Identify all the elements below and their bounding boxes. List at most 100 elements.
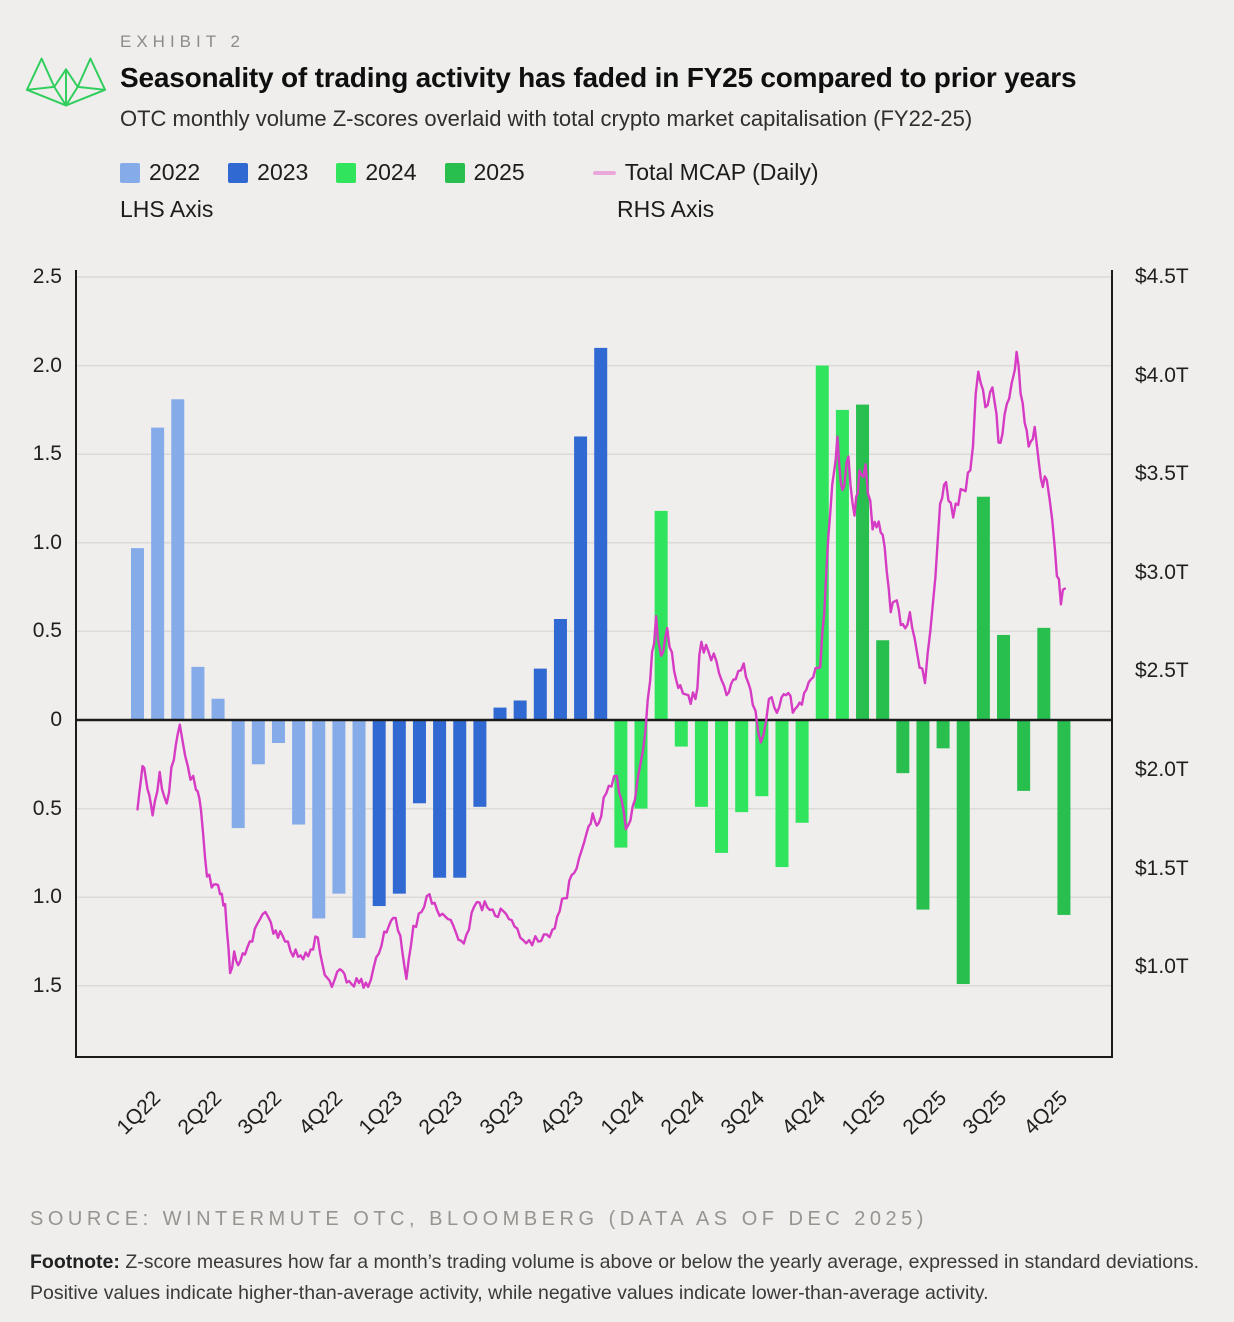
footnote-line2: Positive values indicate higher-than-ave…: [30, 1281, 989, 1304]
exhibit-label: EXHIBIT 2: [120, 32, 245, 51]
x-tick-label-1Q22: 1Q22: [112, 1086, 166, 1140]
chart-legend: 2022 2023 2024 2025 Total MCAP (Daily): [120, 159, 819, 186]
zscore-bar-2022-Dec: [352, 720, 366, 938]
x-tick-label-3Q25: 3Q25: [958, 1086, 1012, 1140]
zscore-bar-2024-Aug: [755, 720, 769, 797]
zscore-bar-2024-Nov: [815, 365, 829, 720]
lhs-tick-label: 1.5: [32, 973, 62, 997]
footnote-label: Footnote:: [30, 1251, 120, 1273]
zscore-bar-2023-Aug: [513, 700, 527, 720]
rhs-tick-label: $4.0T: [1135, 363, 1189, 387]
x-tick-label-4Q22: 4Q22: [294, 1086, 347, 1140]
lhs-tick-label: 1.5: [32, 442, 62, 466]
zscore-bar-2022-Apr: [191, 666, 205, 720]
x-tick-label-1Q25: 1Q25: [837, 1086, 891, 1140]
x-tick-label-1Q23: 1Q23: [354, 1086, 408, 1140]
zscore-bar-2025-Oct: [1037, 627, 1051, 720]
zscore-bar-2023-Jan: [372, 720, 386, 907]
zscore-bar-2022-Sep: [292, 720, 306, 825]
zscore-bar-2023-Apr: [433, 720, 447, 878]
zscore-bar-2024-Apr: [674, 720, 688, 747]
rhs-tick-label: $4.5T: [1135, 265, 1189, 288]
lhs-tick-label: 1.0: [32, 530, 62, 554]
zscore-bar-2025-Jun: [956, 720, 970, 985]
zscore-bar-2025-Aug: [997, 634, 1011, 720]
x-tick-label-4Q24: 4Q24: [777, 1086, 831, 1140]
x-tick-label-4Q23: 4Q23: [535, 1086, 589, 1140]
combo-chart: [75, 270, 1113, 1058]
zscore-bar-2023-Jun: [473, 720, 487, 807]
legend-line-swatch-icon: [592, 170, 616, 175]
zscore-bar-2023-Jul: [493, 707, 507, 720]
zscore-bar-2022-May: [211, 698, 225, 720]
zscore-bar-2025-Nov: [1057, 720, 1071, 915]
x-tick-label-2Q25: 2Q25: [898, 1086, 951, 1140]
legend-label-2023: 2023: [257, 159, 309, 185]
wintermute-logo-icon: [25, 57, 107, 107]
x-tick-label-4Q25: 4Q25: [1019, 1086, 1072, 1140]
rhs-tick-label: $2.0T: [1135, 758, 1189, 781]
zscore-bar-2022-Jun: [231, 720, 245, 829]
zscore-bar-2023-May: [453, 720, 467, 878]
zscore-bar-2022-Oct: [312, 720, 326, 919]
lhs-tick-label: 0.5: [32, 796, 62, 820]
lhs-tick-label: 0.5: [32, 619, 62, 643]
zscore-bar-2025-Apr: [916, 720, 930, 910]
legend-label-mcap: Total MCAP (Daily): [624, 159, 819, 185]
page-title: Seasonality of trading activity has fade…: [120, 62, 1077, 93]
legend-swatch-2022-icon: [120, 162, 140, 183]
zscore-bar-2022-Nov: [332, 720, 346, 894]
zscore-bar-2024-Dec: [835, 409, 849, 720]
lhs-tick-label: 2.5: [32, 265, 62, 288]
zscore-bar-2025-Sep: [1017, 720, 1031, 791]
zscore-bar-2023-Mar: [412, 720, 426, 804]
zscore-bar-2022-Aug: [271, 720, 285, 744]
legend-item-mcap: Total MCAP (Daily): [592, 159, 819, 186]
legend-label-2022: 2022: [149, 159, 201, 185]
legend-item-2022: 2022: [120, 159, 200, 186]
zscore-bar-2024-Oct: [795, 720, 809, 823]
zscore-bar-2022-Jan: [131, 548, 144, 720]
zscore-bar-2024-Mar: [654, 510, 668, 720]
legend-swatch-2024-icon: [336, 162, 357, 183]
legend-swatch-2023-icon: [228, 162, 249, 183]
zscore-bar-2024-Jun: [715, 720, 729, 853]
zscore-bar-2022-Feb: [151, 427, 165, 720]
zscore-bar-2023-Oct: [553, 618, 567, 720]
chart-plot-area: [75, 270, 1113, 1058]
zscore-bar-2025-May: [936, 720, 950, 749]
rhs-tick-label: $1.5T: [1135, 856, 1189, 880]
lhs-axis-note: LHS Axis: [120, 196, 214, 222]
zscore-bar-2025-Mar: [896, 720, 910, 774]
zscore-bar-2022-Jul: [251, 720, 265, 765]
legend-item-2023: 2023: [228, 159, 308, 186]
zscore-bar-2023-Sep: [533, 668, 547, 720]
rhs-tick-label: $3.5T: [1135, 462, 1189, 486]
zscore-bar-2025-Jul: [976, 496, 990, 720]
lhs-tick-label: 0: [50, 708, 62, 731]
x-tick-label-3Q23: 3Q23: [475, 1086, 528, 1140]
zscore-bar-2025-Feb: [876, 640, 890, 720]
page-subtitle: OTC monthly volume Z-scores overlaid wit…: [120, 106, 973, 131]
source-line: SOURCE: WINTERMUTE OTC, BLOOMBERG (DATA …: [30, 1208, 928, 1230]
zscore-bar-2024-May: [694, 720, 708, 807]
x-tick-label-3Q22: 3Q22: [233, 1086, 287, 1140]
lhs-axis-ticks: 2.5 2.0 1.5 1.0 0.5 0 0.5 1.0 1.5: [0, 0, 62, 1322]
x-tick-label-3Q24: 3Q24: [717, 1086, 770, 1140]
rhs-axis-ticks: $4.5T $4.0T $3.5T $3.0T $2.5T $2.0T $1.5T $1.0T: [1135, 0, 1225, 1322]
zscore-bar-2023-Feb: [392, 720, 406, 894]
legend-swatch-2025-icon: [444, 162, 465, 183]
lhs-tick-label: 1.0: [32, 885, 62, 909]
footnote: Footnote: Z-score measures how far a mon…: [30, 1247, 1215, 1309]
lhs-tick-label: 2.0: [32, 353, 62, 377]
legend-label-2024: 2024: [365, 159, 417, 185]
zscore-bar-2022-Mar: [171, 399, 185, 720]
zscore-bar-2024-Jul: [735, 720, 749, 813]
x-tick-label-2Q23: 2Q23: [414, 1086, 468, 1140]
x-tick-label-2Q24: 2Q24: [656, 1086, 710, 1140]
rhs-tick-label: $3.0T: [1135, 560, 1189, 584]
zscore-bar-2023-Dec: [594, 347, 608, 720]
zscore-bar-2024-Sep: [775, 720, 789, 868]
